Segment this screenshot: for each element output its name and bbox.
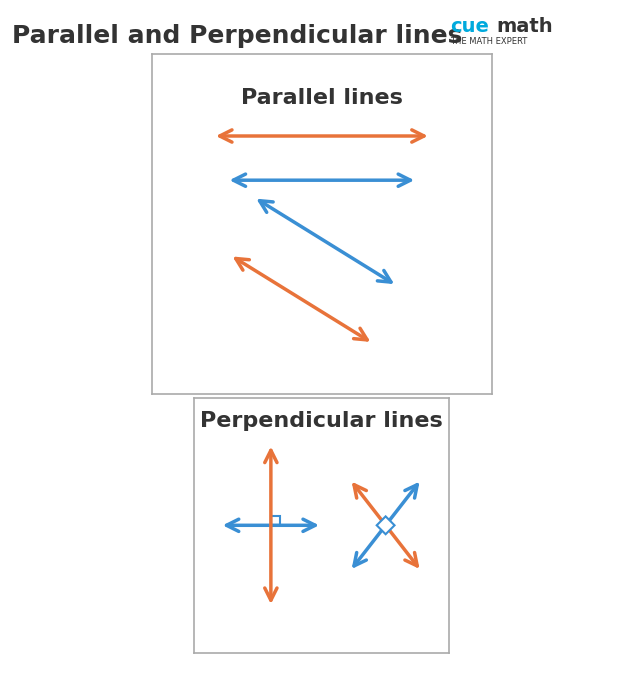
Text: THE MATH EXPERT: THE MATH EXPERT — [450, 37, 528, 46]
Polygon shape — [377, 516, 394, 534]
Text: cue: cue — [450, 17, 489, 36]
Text: Parallel lines: Parallel lines — [241, 88, 403, 108]
Text: Parallel and Perpendicular lines: Parallel and Perpendicular lines — [12, 24, 463, 48]
Text: math: math — [497, 17, 554, 36]
Bar — [271, 516, 280, 525]
Text: Perpendicular lines: Perpendicular lines — [201, 411, 443, 430]
